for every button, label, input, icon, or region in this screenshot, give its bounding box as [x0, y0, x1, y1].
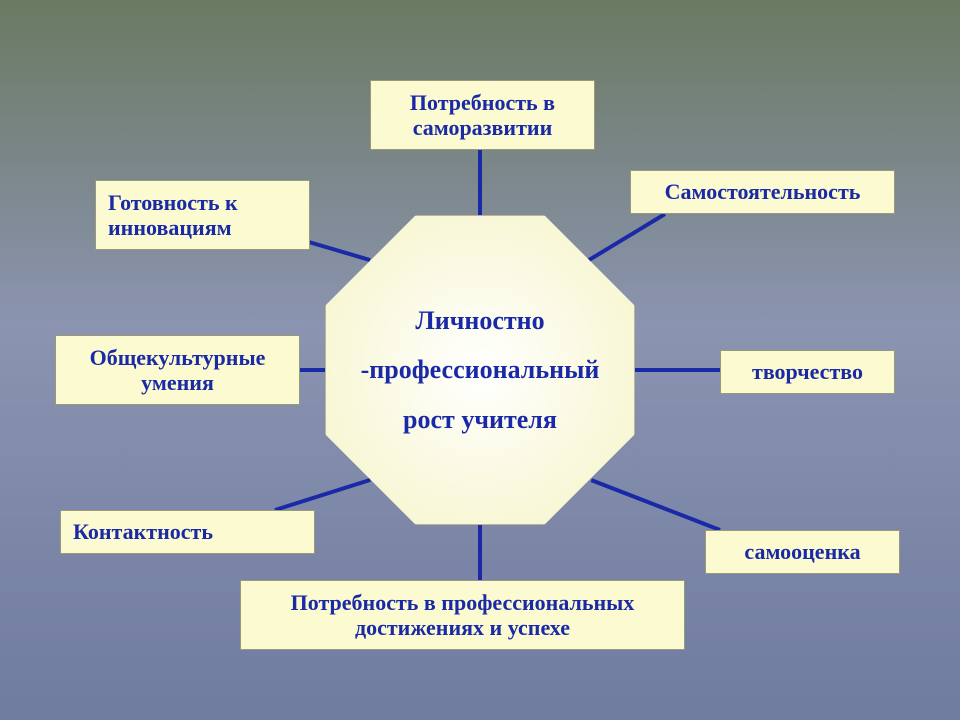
node-need-achieve: Потребность в профессиональных достижени…: [240, 580, 685, 650]
node-label: Потребность в профессиональных достижени…: [291, 590, 635, 641]
connector-need-selfdev: [478, 150, 482, 215]
connector-creativity: [635, 368, 720, 372]
node-contactness: Контактность: [60, 510, 315, 554]
connector-contactness: [274, 478, 370, 512]
connector-self-esteem: [590, 478, 720, 532]
node-need-selfdev: Потребность в саморазвитии: [370, 80, 595, 150]
node-creativity: творчество: [720, 350, 895, 394]
node-label: Контактность: [73, 519, 213, 544]
connector-need-achieve: [478, 525, 482, 580]
node-label: Общекультурные умения: [90, 345, 266, 396]
center-octagon: Личностно -профессиональный рост учителя: [325, 215, 635, 525]
diagram-stage: Личностно -профессиональный рост учителя…: [0, 0, 960, 720]
node-independence: Самостоятельность: [630, 170, 895, 214]
node-label: Потребность в саморазвитии: [410, 90, 555, 141]
connector-independence: [588, 212, 666, 261]
node-label: Готовность к инновациям: [108, 190, 238, 241]
node-label: самооценка: [744, 539, 860, 564]
center-title: Личностно -профессиональный рост учителя: [361, 296, 600, 444]
connector-innovation: [301, 238, 370, 262]
node-self-esteem: самооценка: [705, 530, 900, 574]
node-innovation: Готовность к инновациям: [95, 180, 310, 250]
connector-culture-skills: [300, 368, 325, 372]
node-culture-skills: Общекультурные умения: [55, 335, 300, 405]
node-label: Самостоятельность: [665, 179, 861, 204]
node-label: творчество: [752, 359, 863, 384]
